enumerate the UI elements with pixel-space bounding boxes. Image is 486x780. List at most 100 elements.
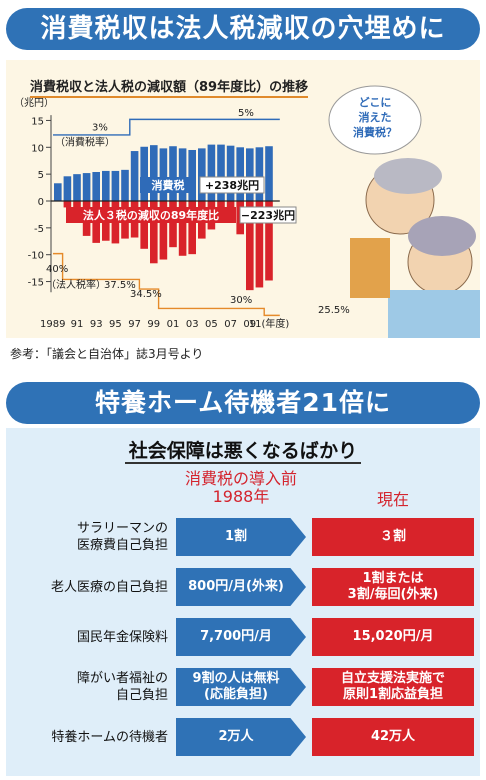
x-tick-label: 05 (205, 319, 218, 330)
row-label-line: 障がい者福祉の (76, 671, 168, 686)
consumption-tax-bar (121, 169, 129, 201)
consumption-rate-line (53, 118, 280, 136)
corporate-total-box (239, 206, 297, 224)
y-tick-label: 5 (38, 170, 44, 181)
top-banner: 消費税収は法人税減収の穴埋めに (6, 8, 480, 50)
y-tick-label: 15 (31, 116, 44, 127)
x-tick-label: 99 (147, 319, 160, 330)
x-tick-label: 07 (224, 319, 237, 330)
y-tick-label: 10 (31, 143, 44, 154)
consumption-tax-bar (265, 146, 273, 201)
y-unit-label: （兆円） (14, 97, 54, 109)
now-value-line: 自立支援法実施で (340, 671, 445, 686)
speech-bubble-line: どこに (359, 96, 392, 109)
now-value: 自立支援法実施で 原則1割応益負担 (312, 668, 474, 706)
row-label: 国民年金保険料 (8, 629, 168, 646)
x-tick-label: 93 (90, 319, 103, 330)
corporate-tax-bar (178, 201, 187, 256)
consumption-rate-5: 5% (238, 108, 254, 119)
row-label: 特養ホームの待機者 (8, 729, 168, 746)
corporate-tax-bar (63, 201, 72, 208)
consumption-tax-bar (102, 170, 110, 201)
consumption-tax-bar (236, 147, 244, 201)
x-tick-label: 01 (167, 319, 180, 330)
consumption-rate-3: 3% (92, 123, 108, 134)
corporate-rate-label: （法人税率） (46, 278, 106, 291)
speech-bubble-line: 消費税？ (353, 125, 397, 139)
row-label-line: 自己負担 (115, 688, 168, 703)
elderly-woman-body (388, 290, 480, 338)
elderly-woman-hair (408, 216, 476, 256)
now-value: 15,020円/月 (312, 618, 474, 656)
consumption-tax-bar (255, 147, 264, 201)
corporate-tax-bar (140, 201, 148, 249)
consumption-tax-bar (73, 174, 81, 201)
header-before-line1: 消費税の導入前 (184, 469, 297, 488)
corporate-tax-bar (265, 201, 273, 281)
consumption-tax-bar (63, 176, 72, 201)
consumption-total-label: +238兆円 (205, 178, 259, 192)
before-value: 800円/月(外来) (176, 568, 306, 606)
comparison-subtitle: 社会保障は悪くなるばかり (0, 436, 486, 464)
consumption-tax-bar (140, 146, 148, 201)
corporate-tax-bar (246, 201, 254, 291)
consumption-tax-bar (188, 149, 196, 201)
row-label-line: 老人医療の自己負担 (50, 580, 168, 595)
y-tick-label: -10 (28, 251, 44, 262)
chart-title: 消費税収と法人税の減収額（89年度比）の推移 (30, 76, 309, 98)
consumption-total-box (199, 176, 265, 194)
now-value: ３割 (312, 518, 474, 556)
corporate-rate-40: 40% (46, 264, 68, 275)
x-tick-label: 09 (243, 319, 256, 330)
header-now: 現在 (376, 490, 409, 509)
corporate-rate-375: 37.5% (104, 280, 136, 291)
consumption-tax-bar (54, 183, 62, 201)
header-before: 消費税の導入前 1988年 (176, 470, 306, 506)
x-tick-label: 91 (71, 319, 84, 330)
row-label-line: 国民年金保険料 (76, 630, 168, 645)
chart: （兆円） 15 10 5 0 -5 -10 -15 3% 5% （消費税率） 40% （法人税率）37.… (14, 85, 480, 338)
row-label: サラリーマンの 医療費自己負担 (8, 520, 168, 554)
row-label: 障がい者福祉の自己負担 (8, 670, 168, 704)
consumption-tax-bar (198, 148, 206, 201)
consumption-tax-bar (169, 146, 177, 201)
header-before-line2: 1988年 (212, 487, 270, 506)
consumption-tax-bar (178, 148, 187, 201)
elderly-man-hair (374, 158, 442, 194)
before-value-line: 1割 (224, 529, 248, 544)
consumption-tax-bar (217, 144, 225, 201)
now-value-line: 42万人 (370, 729, 416, 744)
now-value-line: 1割または (362, 571, 424, 586)
corporate-rate-30: 30% (230, 295, 252, 306)
row-label-line: 特養ホームの待機者 (51, 730, 168, 745)
now-value: 42万人 (312, 718, 474, 756)
before-value-line: 9割の人は無料 (192, 671, 280, 686)
x-tick-label: 97 (128, 319, 141, 330)
corporate-rate-345: 34.5% (130, 289, 162, 300)
before-value-line: 2万人 (218, 729, 254, 744)
before-value: 2万人 (176, 718, 306, 756)
x-tick-label: 11(年度) (249, 317, 290, 330)
x-tick-label: 03 (186, 319, 199, 330)
corporate-tax-bar (169, 201, 177, 248)
speech-bubble-line: 消えた (359, 110, 392, 124)
elderly-man-body (350, 238, 390, 298)
x-tick-label: 95 (109, 319, 122, 330)
corporate-tax-bar (150, 201, 158, 264)
x-tick-label: 1989 (40, 319, 65, 330)
consumption-tax-bar (159, 148, 168, 201)
consumption-tax-bar (207, 144, 216, 201)
consumption-tax-bar (246, 148, 254, 201)
consumption-tax-bar (150, 145, 158, 201)
consumption-tax-bar (92, 172, 100, 201)
consumption-legend-label: 消費税 (152, 178, 185, 192)
corporate-tax-bar (255, 201, 264, 288)
consumption-legend-box (140, 177, 196, 193)
before-value: 9割の人は無料 (応能負担) (176, 668, 306, 706)
before-value: 7,700円/月 (176, 618, 306, 656)
consumption-tax-bar (226, 145, 235, 201)
consumption-rate-label: （消費税率） (55, 136, 115, 149)
consumption-tax-bar (130, 151, 139, 201)
row-label-line: サラリーマンの (76, 521, 168, 536)
y-tick-label: -15 (28, 278, 44, 289)
